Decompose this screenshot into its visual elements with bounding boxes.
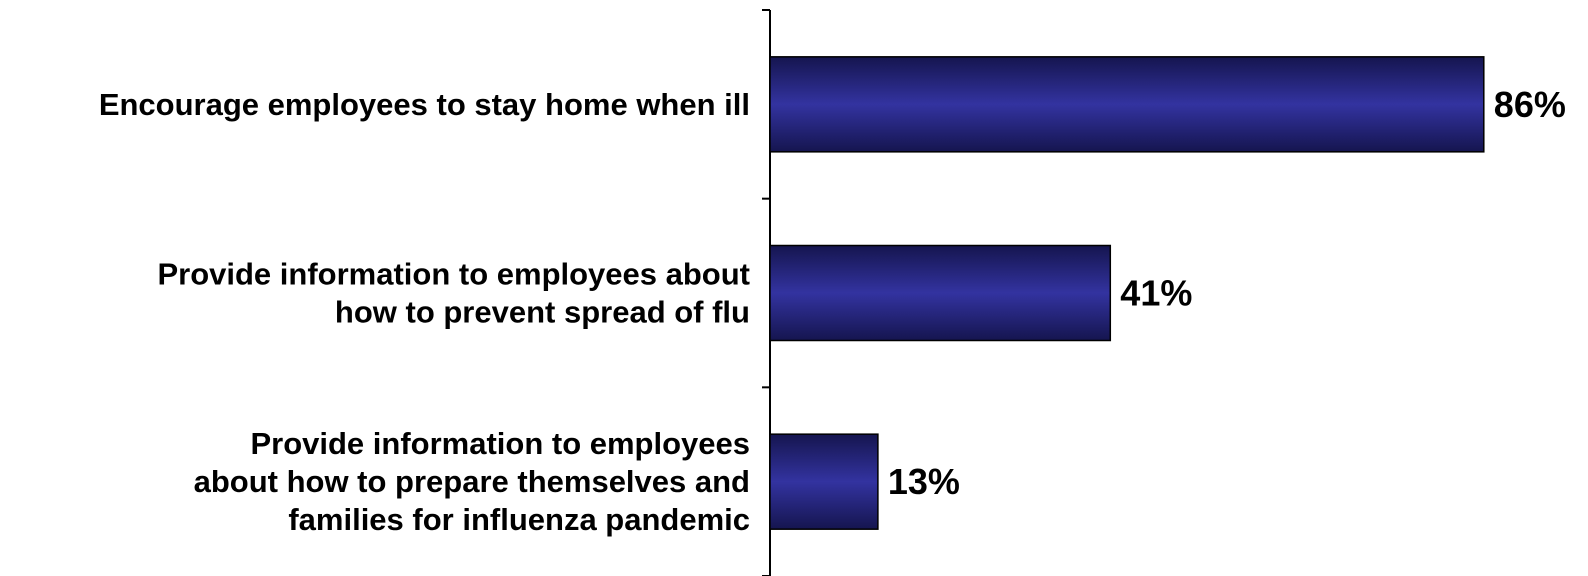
category-label-line: families for influenza pandemic — [288, 502, 750, 537]
category-label-line: how to prevent spread of flu — [335, 295, 750, 330]
data-label: 13% — [888, 461, 960, 502]
category-label: Provide information to employees about ho… — [194, 426, 750, 537]
label-layer: 86% Encourage employees to stay home when… — [99, 84, 1566, 537]
category-label-line: Encourage employees to stay home when il… — [99, 87, 750, 122]
category-label-line: Provide information to employees — [250, 426, 750, 461]
category-label-line: Provide information to employees about — [157, 257, 750, 292]
category-label: Encourage employees to stay home when il… — [99, 87, 750, 122]
bar — [769, 433, 879, 530]
bar-layer — [769, 56, 1485, 530]
data-label: 86% — [1494, 84, 1566, 125]
data-label: 41% — [1120, 273, 1192, 314]
category-label-line: about how to prepare themselves and — [194, 464, 750, 499]
category-label: Provide information to employees about ho… — [157, 257, 750, 330]
bar — [769, 244, 1112, 342]
bar — [769, 56, 1485, 153]
axis-layer — [762, 9, 771, 576]
